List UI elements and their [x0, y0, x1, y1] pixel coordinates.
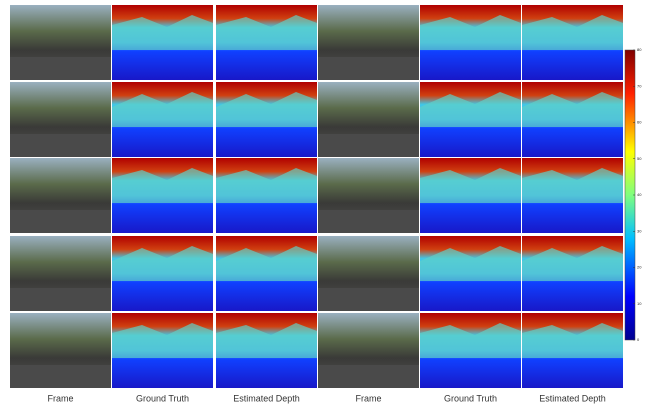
column-label: Frame: [47, 393, 73, 403]
column-label: Ground Truth: [444, 393, 497, 403]
road: [318, 288, 419, 311]
colorbar-tick-label: 80: [637, 47, 642, 52]
column-label: Estimated Depth: [233, 393, 300, 403]
road: [10, 57, 111, 80]
column-label: Estimated Depth: [539, 393, 606, 403]
road: [10, 210, 111, 233]
colorbar-tick-label: 40: [637, 192, 642, 197]
road: [318, 134, 419, 157]
colorbar-tick-label: 70: [637, 83, 642, 88]
figure: Frame Ground Truth Estimated Depth Frame Gro…: [0, 0, 647, 405]
colorbar-tick-label: 20: [637, 265, 642, 270]
road: [318, 57, 419, 80]
colorbar-tick-label: 10: [637, 301, 642, 306]
road: [10, 134, 111, 157]
road: [318, 210, 419, 233]
colorbar-tick-label: 30: [637, 228, 642, 233]
column-label: Ground Truth: [136, 393, 189, 403]
colorbar-tick-label: 60: [637, 120, 642, 125]
colorbar-tick-label: 0: [637, 337, 640, 342]
road: [10, 288, 111, 311]
colorbar-tick-label: 50: [637, 156, 642, 161]
road: [10, 365, 111, 388]
road: [318, 365, 419, 388]
column-label: Frame: [355, 393, 381, 403]
